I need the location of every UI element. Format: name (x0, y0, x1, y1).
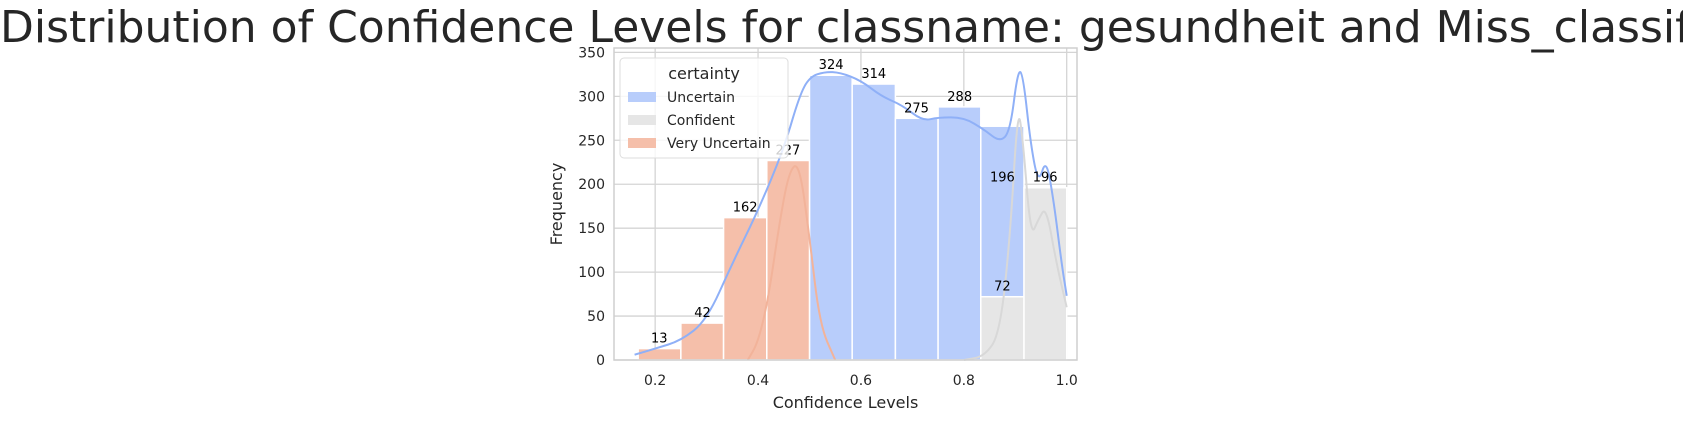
legend-items: Uncertain Confident Very Uncertain (628, 90, 771, 152)
bar-value-label: 196 (990, 171, 1015, 186)
bar-uncertain (851, 83, 897, 361)
y-tick-label: 100 (578, 265, 605, 281)
bar-value-label: 196 (1033, 171, 1058, 186)
bar-uncertain (894, 117, 939, 361)
plot-frame (613, 47, 1078, 361)
bar-uncertain (937, 106, 982, 361)
bar-value-label: 324 (819, 58, 844, 73)
bar-value-label: 162 (733, 201, 758, 216)
bar-very-uncertain (637, 347, 682, 361)
y-tick-label: 300 (578, 89, 605, 105)
y-tick-label: 50 (587, 309, 605, 325)
legend-box (619, 57, 789, 159)
legend-title: certainty (668, 64, 740, 83)
kde-layer (634, 71, 1068, 361)
x-tick-label: 0.8 (953, 373, 975, 389)
axes-frame (613, 47, 1078, 361)
y-axis-label: Frequency (547, 163, 566, 246)
legend-swatch (628, 92, 656, 102)
bar-value-label: 13 (651, 332, 668, 347)
x-tick-label: 0.6 (850, 373, 872, 389)
legend-swatch (628, 115, 656, 125)
x-tick-label: 0.2 (644, 373, 666, 389)
y-tick-label: 200 (578, 177, 605, 193)
kde-line-confident (963, 118, 1068, 361)
kde-line-very-uncertain (746, 165, 837, 361)
bar-value-label: 275 (904, 101, 929, 116)
bar-value-label: 42 (694, 306, 711, 321)
legend: certainty Uncertain Confident Very Uncerta… (619, 57, 789, 159)
y-tick-label: 250 (578, 133, 605, 149)
y-tick-label: 350 (578, 45, 605, 61)
bar-very-uncertain (680, 322, 725, 361)
y-tick-label: 0 (596, 353, 605, 369)
bar-value-label: 314 (861, 67, 886, 82)
bar-uncertain (808, 74, 853, 361)
bar-very-uncertain (722, 216, 768, 361)
x-axis-label: Confidence Levels (773, 393, 919, 412)
legend-label: Very Uncertain (667, 136, 771, 152)
kde-line-uncertain (634, 71, 1068, 356)
bar-value-label: 72 (994, 280, 1011, 295)
tick-labels: 0.2 0.4 0.6 0.8 1.0 0 50 100 150 200 250 300 350 (578, 45, 1078, 389)
legend-swatch (628, 138, 656, 148)
y-tick-label: 150 (578, 221, 605, 237)
legend-label: Uncertain (667, 90, 735, 106)
x-tick-label: 1.0 (1056, 373, 1078, 389)
legend-label: Confident (667, 113, 735, 129)
chart-title: Distribution of Confidence Levels for cl… (0, 2, 1683, 53)
bar-value-label: 288 (947, 90, 972, 105)
x-tick-label: 0.4 (747, 373, 769, 389)
